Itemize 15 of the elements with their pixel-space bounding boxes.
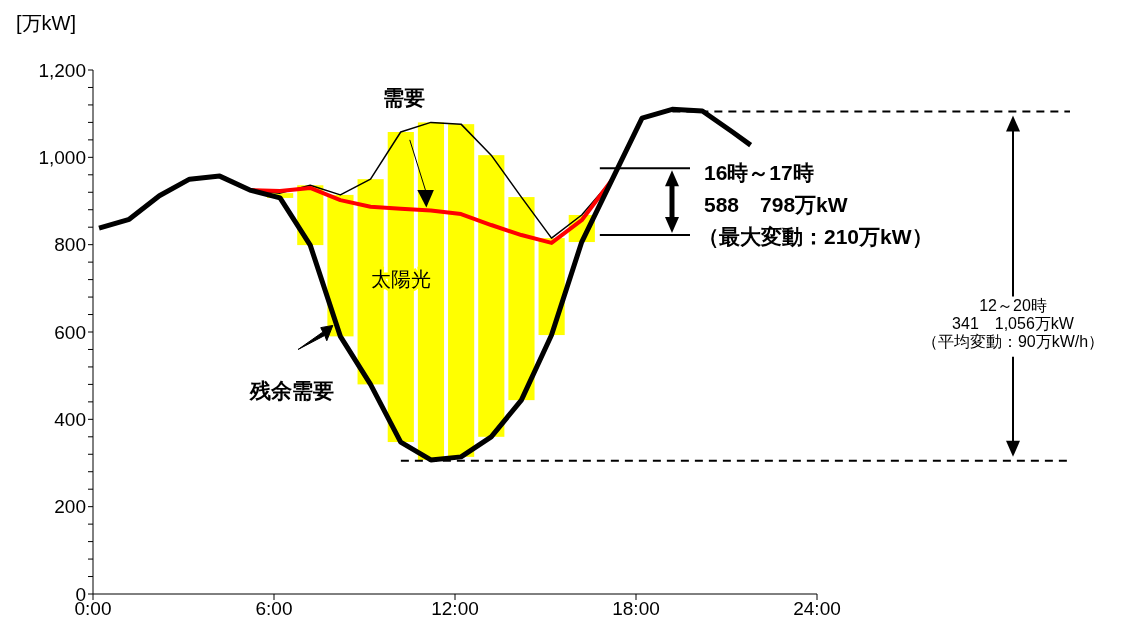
y-tick-label: 800 <box>54 234 86 256</box>
x-tick-label: 18:00 <box>612 598 660 620</box>
text: 12～20時 341 1,056万kW （平均変動：90万kW/h） <box>921 297 1105 350</box>
x-tick-label: 6:00 <box>255 598 293 620</box>
series-label: 残余需要 <box>249 378 335 402</box>
y-tick-label: 600 <box>54 321 86 343</box>
y-tick-label: 400 <box>54 409 86 431</box>
y-axis-title: [万kW] <box>16 11 76 36</box>
series-label: 需要 <box>382 85 425 109</box>
y-tick-label: 1,200 <box>38 59 86 81</box>
y-tick-label: 1,000 <box>38 147 86 169</box>
annotation: 16時～17時 588 798万kW （最大変動：210万kW） <box>698 161 933 248</box>
x-tick-label: 24:00 <box>793 598 841 620</box>
y-tick-label: 200 <box>54 496 86 518</box>
x-tick-label: 12:00 <box>431 598 479 620</box>
